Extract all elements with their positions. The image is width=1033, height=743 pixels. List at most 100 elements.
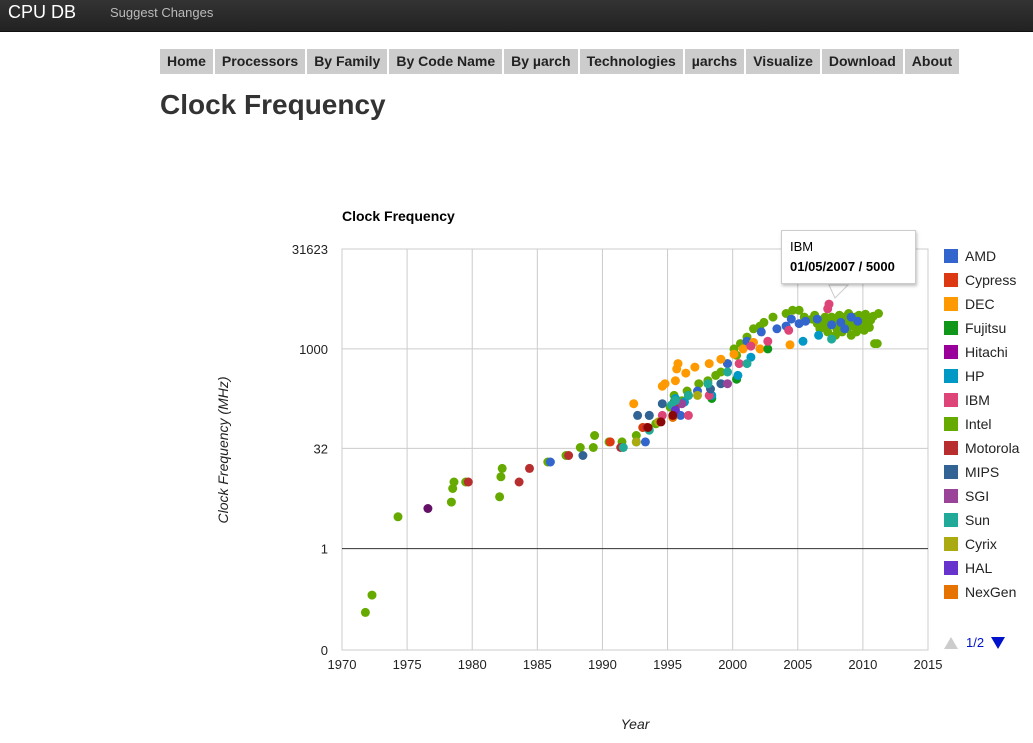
- legend-swatch: [944, 273, 958, 287]
- x-tick-label: 1995: [653, 657, 682, 672]
- data-point: [759, 317, 769, 327]
- y-axis-label: Clock Frequency (MHz): [215, 376, 231, 523]
- data-point: [716, 354, 726, 364]
- data-point: [723, 379, 732, 389]
- data-point: [496, 472, 506, 482]
- y-tick-label: 1: [321, 542, 328, 557]
- x-tick-label: 2015: [914, 657, 943, 672]
- legend-label: AMD: [965, 248, 996, 264]
- data-point: [497, 463, 507, 473]
- nav-by-code-name[interactable]: By Code Name: [389, 49, 505, 74]
- data-point: [631, 437, 641, 447]
- nav-about[interactable]: About: [911, 53, 953, 69]
- nav-visualize[interactable]: Visualize: [746, 49, 822, 74]
- chart-tooltip: IBM 01/05/2007 / 5000: [781, 230, 916, 284]
- data-point: [644, 410, 654, 420]
- legend-swatch: [944, 345, 958, 359]
- x-tick-label: 1975: [393, 657, 422, 672]
- data-point: [840, 324, 850, 334]
- brand-logo[interactable]: CPU DB: [8, 2, 77, 22]
- data-point: [820, 312, 830, 322]
- legend-label: HP: [965, 368, 984, 384]
- chart-title: Clock Frequency: [342, 208, 455, 224]
- plot-area-border: [341, 248, 929, 651]
- x-axis-ticks: 1970 1975 1980 1985 1990 1995 2000 2005 2010 2015: [328, 657, 943, 672]
- legend-label: Cyrix: [965, 536, 997, 552]
- legend-page-text: 1/2: [966, 635, 985, 650]
- data-point: [772, 324, 782, 334]
- nav-by-uarch[interactable]: By µarch: [504, 49, 580, 74]
- legend-swatch: [944, 513, 958, 527]
- legend-label: Hitachi: [965, 344, 1008, 360]
- data-point: [872, 339, 882, 349]
- data-point: [723, 367, 732, 377]
- nav-by-family[interactable]: By Family: [307, 49, 390, 74]
- data-point: [824, 299, 834, 309]
- nav-download[interactable]: Download: [822, 49, 905, 74]
- x-axis-label: Year: [621, 716, 651, 732]
- chart-grid: [341, 248, 929, 651]
- data-point: [733, 370, 743, 380]
- data-point: [723, 359, 732, 369]
- legend-label: IBM: [965, 392, 990, 408]
- x-tick-label: 2005: [783, 657, 812, 672]
- data-point: [633, 410, 643, 420]
- data-point: [656, 417, 666, 427]
- data-point: [446, 497, 456, 507]
- y-tick-label: 31623: [292, 242, 328, 257]
- data-point: [788, 305, 798, 315]
- nav-technologies[interactable]: Technologies: [580, 49, 685, 74]
- main-nav: Home Processors By Family By Code Name B…: [160, 49, 960, 74]
- data-point: [545, 457, 555, 467]
- x-tick-label: 2000: [718, 657, 747, 672]
- data-point: [814, 330, 824, 340]
- data-point: [588, 443, 598, 452]
- data-point: [670, 396, 680, 406]
- legend-label: MIPS: [965, 464, 999, 480]
- data-point: [495, 492, 505, 502]
- legend-label: Fujitsu: [965, 320, 1006, 336]
- data-point: [683, 410, 693, 420]
- data-point: [640, 437, 650, 447]
- data-point: [784, 325, 794, 335]
- nav-uarchs[interactable]: µarchs: [685, 49, 747, 74]
- data-point: [673, 359, 683, 369]
- data-point: [785, 340, 795, 350]
- data-point: [693, 390, 702, 400]
- data-point: [367, 590, 377, 600]
- suggest-changes-link[interactable]: Suggest Changes: [110, 5, 214, 20]
- data-point: [704, 359, 714, 369]
- legend-swatch: [944, 393, 958, 407]
- legend-label: Intel: [965, 416, 991, 432]
- legend-label: HAL: [965, 560, 992, 576]
- x-tick-label: 1970: [328, 657, 357, 672]
- x-tick-label: 1990: [588, 657, 617, 672]
- data-point: [812, 314, 822, 324]
- data-point: [605, 437, 615, 447]
- data-point: [564, 451, 574, 460]
- data-point: [690, 362, 700, 372]
- data-point: [393, 512, 403, 522]
- nav-processors[interactable]: Processors: [215, 49, 308, 74]
- data-point: [575, 443, 585, 452]
- tooltip-value: 01/05/2007 / 5000: [790, 259, 895, 274]
- data-point: [738, 344, 748, 354]
- data-point: [578, 451, 588, 460]
- data-point: [514, 477, 524, 487]
- data-points: [360, 299, 883, 617]
- legend-swatch: [944, 369, 958, 383]
- legend-next-icon[interactable]: [991, 637, 1005, 649]
- legend-label: Cypress: [965, 272, 1016, 288]
- y-tick-label: 0: [321, 643, 328, 658]
- data-point: [631, 431, 641, 440]
- legend-swatch: [944, 561, 958, 575]
- data-point: [755, 344, 765, 354]
- nav-home[interactable]: Home: [160, 49, 215, 74]
- data-point: [660, 379, 670, 389]
- data-point: [763, 344, 773, 354]
- tooltip-pointer: [828, 284, 850, 299]
- legend-prev-icon[interactable]: [944, 637, 958, 649]
- legend-swatch: [944, 441, 958, 455]
- data-point: [861, 309, 870, 319]
- data-point: [360, 607, 370, 617]
